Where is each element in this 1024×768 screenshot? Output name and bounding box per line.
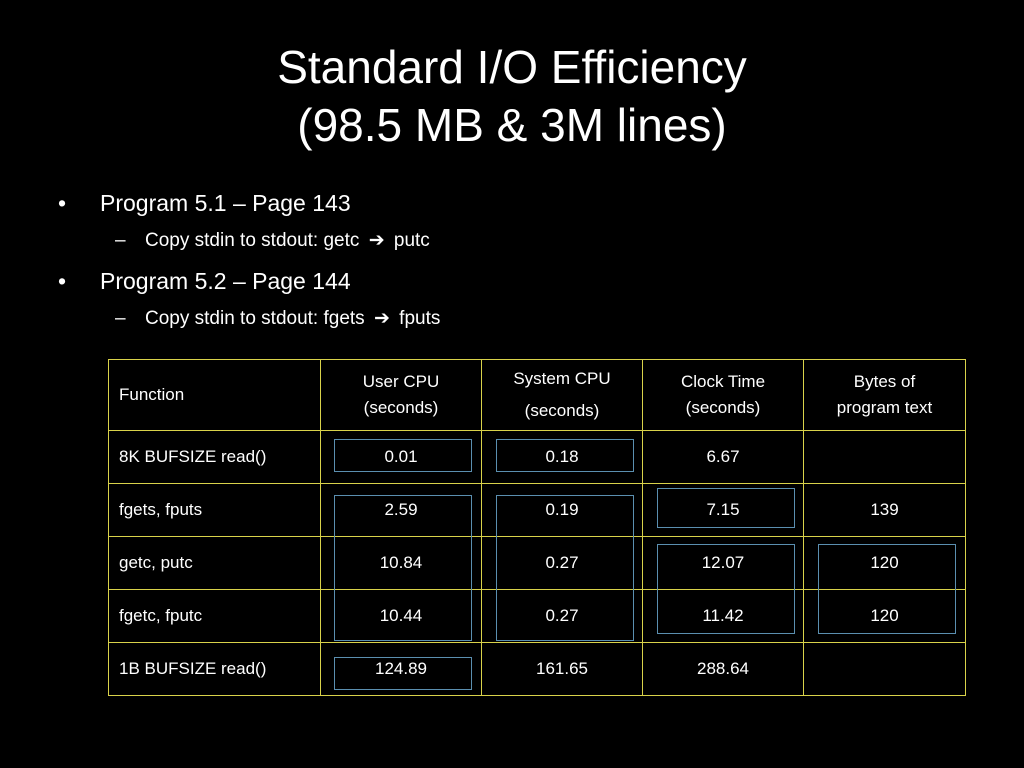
table-cell-user-cpu: 124.89 <box>320 642 482 696</box>
table-cell-clock-time: 11.42 <box>642 589 804 643</box>
table-header-row: Function User CPU (seconds) System CPU (… <box>108 359 966 431</box>
table-cell-function: 8K BUFSIZE read() <box>108 430 321 484</box>
table-cell-system-cpu: 0.18 <box>481 430 643 484</box>
table-cell-clock-time: 6.67 <box>642 430 804 484</box>
table-row: getc, putc 10.84 0.27 12.07 120 <box>108 536 966 590</box>
table-cell-bytes: 139 <box>803 483 966 537</box>
bullet-item-program-5-1: • Program 5.1 – Page 143 <box>58 186 958 220</box>
table-cell-clock-time: 7.15 <box>642 483 804 537</box>
table-cell-clock-time: 288.64 <box>642 642 804 696</box>
dash-icon: – <box>115 308 126 329</box>
table-cell-bytes <box>803 430 966 484</box>
slide-title: Standard I/O Efficiency <box>277 41 747 93</box>
table-cell-system-cpu: 0.19 <box>481 483 643 537</box>
sub-bullet-prefix: Copy stdin to stdout: fgets <box>145 308 365 329</box>
bullet-item-program-5-2: • Program 5.2 – Page 144 <box>58 264 958 298</box>
bullet-list: • Program 5.1 – Page 143 – Copy stdin to… <box>58 186 958 342</box>
sub-bullet-suffix: fputs <box>399 308 441 329</box>
bullet-text: Program 5.2 – Page 144 <box>100 268 351 294</box>
bullet-dot-icon: • <box>58 268 67 294</box>
table-cell-bytes: 120 <box>803 589 966 643</box>
header-cell-system-cpu: System CPU (seconds) <box>481 359 643 431</box>
bullet-dot-icon: • <box>58 190 67 216</box>
table-cell-user-cpu: 2.59 <box>320 483 482 537</box>
table-cell-bytes: 120 <box>803 536 966 590</box>
table-cell-user-cpu: 10.84 <box>320 536 482 590</box>
table-row: fgets, fputs 2.59 0.19 7.15 139 <box>108 483 966 537</box>
header-cell-bytes: Bytes of program text <box>803 359 966 431</box>
table-cell-user-cpu: 0.01 <box>320 430 482 484</box>
table-row: 1B BUFSIZE read() 124.89 161.65 288.64 <box>108 642 966 696</box>
dash-icon: – <box>115 230 126 251</box>
sub-bullet-prefix: Copy stdin to stdout: getc <box>145 230 360 251</box>
slide-title-block: Standard I/O Efficiency (98.5 MB & 3M li… <box>0 38 1024 154</box>
table-cell-clock-time: 12.07 <box>642 536 804 590</box>
header-cell-function: Function <box>108 359 321 431</box>
bullet-text: Program 5.1 – Page 143 <box>100 190 351 216</box>
table-cell-user-cpu: 10.44 <box>320 589 482 643</box>
table-cell-system-cpu: 0.27 <box>481 589 643 643</box>
table-cell-function: fgetc, fputc <box>108 589 321 643</box>
table-cell-function: getc, putc <box>108 536 321 590</box>
efficiency-table: Function User CPU (seconds) System CPU (… <box>108 359 966 696</box>
sub-bullet-fgets-fputs: – Copy stdin to stdout: fgets ➔ fputs <box>58 298 958 340</box>
table-cell-system-cpu: 0.27 <box>481 536 643 590</box>
slide-subtitle: (98.5 MB & 3M lines) <box>297 99 727 151</box>
sub-bullet-suffix: putc <box>393 230 430 251</box>
header-cell-user-cpu: User CPU (seconds) <box>320 359 482 431</box>
table-cell-bytes <box>803 642 966 696</box>
right-arrow-icon: ➔ <box>368 230 385 251</box>
header-cell-clock-time: Clock Time (seconds) <box>642 359 804 431</box>
table-row: fgetc, fputc 10.44 0.27 11.42 120 <box>108 589 966 643</box>
right-arrow-icon: ➔ <box>373 308 390 329</box>
sub-bullet-getc-putc: – Copy stdin to stdout: getc ➔ putc <box>58 220 958 262</box>
table-cell-function: 1B BUFSIZE read() <box>108 642 321 696</box>
table-row: 8K BUFSIZE read() 0.01 0.18 6.67 <box>108 430 966 484</box>
table-cell-system-cpu: 161.65 <box>481 642 643 696</box>
table-cell-function: fgets, fputs <box>108 483 321 537</box>
